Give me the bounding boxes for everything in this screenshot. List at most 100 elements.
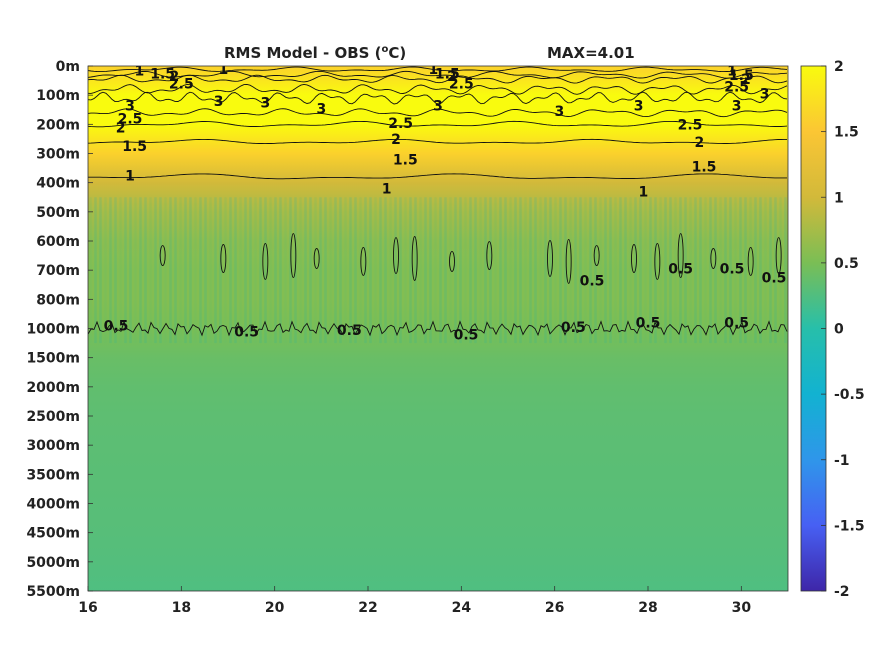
colorbar-tick-label: -2 [834,584,850,600]
contour-label: 1 [727,63,737,79]
x-tick-label: 16 [78,600,97,616]
y-tick-label: 200m [36,117,80,133]
contour-label: 0.5 [104,319,129,335]
contour-blob [747,246,754,276]
contour-label: 0.5 [668,262,693,278]
title-superscript: o [382,44,389,55]
y-tick-label: 300m [36,147,80,163]
y-tick-label: 4500m [26,526,80,542]
contour-blob [654,242,661,280]
contour-line [88,108,788,118]
contour-label: 3 [732,98,742,114]
y-tick-label: 500m [36,205,80,221]
x-axis: 16 18 20 22 24 26 28 30 [78,586,751,616]
contour-label: 1 [428,62,438,78]
y-tick-label: 400m [36,176,80,192]
contour-label: 2 [447,69,457,85]
contour-label: 2 [116,120,126,136]
y-tick-label: 5000m [26,555,80,571]
contour-label: 1 [218,62,228,78]
contour-label: 3 [260,95,270,111]
contour-line [88,91,788,105]
y-tick-label: 3500m [26,467,80,483]
contour-blob [313,248,320,269]
colorbar: 2 1.5 1 0.5 0 -0.5 -1 -1.5 -2 [800,59,865,600]
contour-blob [393,237,399,275]
x-tick-label: 24 [452,600,472,616]
contour-line [88,120,788,128]
contour-label: 0.5 [561,320,586,336]
contour-label: 1.5 [393,152,418,168]
contour-line [88,83,788,95]
contour-line [88,70,788,79]
contour-blob [677,233,684,279]
contour-label: 2.5 [724,79,749,95]
y-tick-label: 1500m [26,351,80,367]
contour-blob [449,250,455,272]
contour-blob [631,244,637,273]
x-tick-label: 18 [172,600,191,616]
contour-blob [262,242,269,280]
contour-label: 1.5 [122,139,147,155]
contour-label: 2.5 [169,77,194,93]
x-tick-label: 30 [732,600,752,616]
contour-label: 3 [760,87,770,103]
contour-label: 2.5 [388,116,413,132]
contour-label: 3 [125,98,135,114]
contour-blob [411,236,418,281]
y-tick-label: 3000m [26,438,80,454]
y-tick-label: 4000m [26,497,80,513]
contour-label: 0.5 [636,316,661,332]
contour-label: 1.5 [435,66,460,82]
colorbar-tick-label: 1.5 [834,125,859,141]
contour-line [88,320,788,337]
contour-label: 2.5 [118,112,143,128]
contour-blob [547,240,553,277]
contour-label: 0.5 [720,262,745,278]
y-tick-label: 800m [36,292,80,308]
contour-blob [593,245,600,267]
contour-line [88,138,787,145]
y-axis: 0m 100m 200m 300m 400m 500m 600m 700m 800m 1000m 1… [26,59,93,600]
y-tick-label: 600m [36,234,80,250]
colorbar-tick-label: -1.5 [834,518,865,534]
contour-label: 1.5 [729,68,754,84]
x-tick-label: 26 [545,600,564,616]
contour-label: 3 [214,94,224,110]
contour-label: 3 [433,98,443,114]
y-tick-label: 2000m [26,380,80,396]
contour-blob [290,233,297,279]
contour-label: 3 [316,101,326,117]
contour-label: 2.5 [678,117,703,133]
contour-label: 0.5 [234,324,259,340]
y-tick-label: 1000m [26,322,80,338]
y-tick-label: 2500m [26,409,80,425]
contour-label: 0.5 [762,270,787,286]
x-tick-label: 22 [358,600,377,616]
chart-title: RMS Model - OBS (oC) [224,44,406,62]
contour-blob [710,248,717,269]
x-tick-label: 20 [265,600,285,616]
contour-label: 2 [169,69,179,85]
contour-label: 1 [134,63,144,79]
max-label: MAX=4.01 [547,44,635,62]
contour-label: 2 [694,135,704,151]
y-tick-label: 700m [36,263,80,279]
contour-label: 0.5 [724,316,749,332]
contour-line [88,74,788,84]
colorbar-tick-label: -1 [834,453,850,469]
contour-label: 0.5 [454,327,479,343]
colorbar-tick-label: 2 [834,59,844,75]
contour-label: 2 [391,132,401,148]
contour-blob [360,246,367,276]
contour-line [88,173,787,180]
y-tick-label: 5500m [26,584,80,600]
y-tick-label: 100m [36,88,80,104]
contour-blob [220,244,227,273]
contour-label: 2.5 [449,77,474,93]
contour-label: 1 [382,182,392,198]
y-tick-label: 0m [56,59,80,75]
contour-label: 1 [638,184,648,200]
